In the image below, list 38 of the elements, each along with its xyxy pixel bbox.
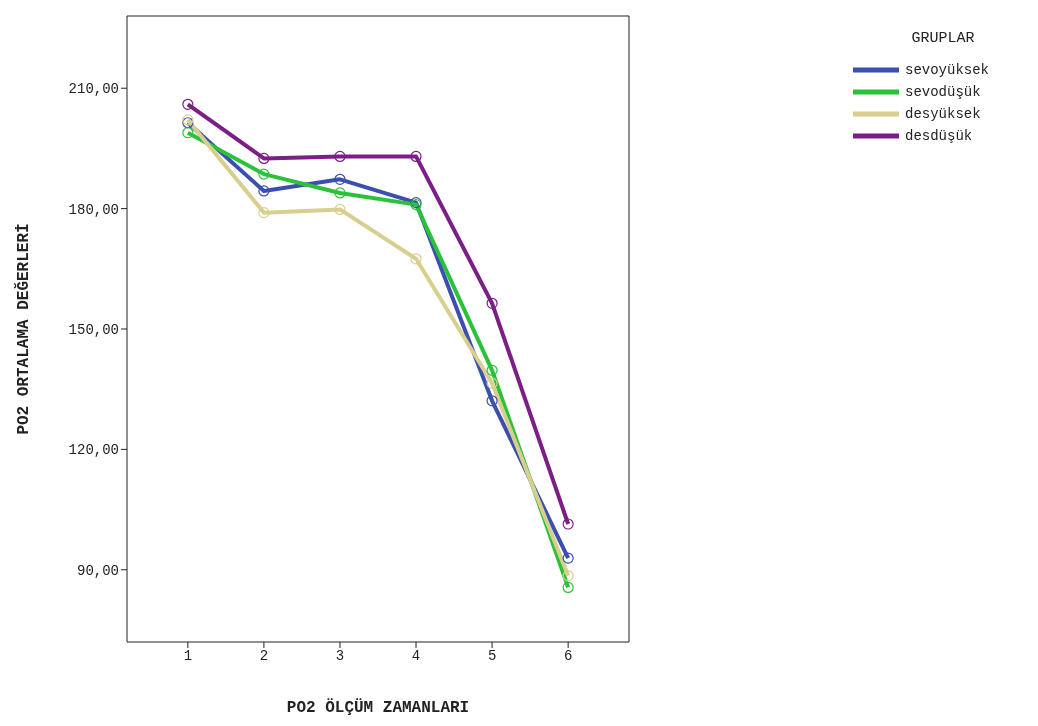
point	[182, 127, 194, 139]
point	[562, 581, 574, 594]
point	[334, 203, 346, 216]
y-tick-label: 120,00	[68, 442, 119, 459]
y-tick-label: 210,00	[68, 81, 119, 98]
point	[334, 187, 346, 199]
legend-label: desdüşük	[905, 128, 973, 144]
x-tick-label: 4	[411, 647, 421, 664]
y-tick-label: 90,00	[76, 562, 119, 579]
point	[486, 364, 498, 376]
point	[182, 98, 194, 110]
point	[486, 395, 498, 407]
point	[410, 253, 422, 265]
point	[258, 207, 270, 219]
y-axis-title: PO2 ORTALAMA DEĞERLERİ	[12, 223, 33, 435]
legend-label: sevodüşük	[905, 84, 981, 100]
x-tick-label: 6	[563, 647, 573, 664]
point	[258, 185, 270, 197]
x-tick-label: 2	[259, 647, 269, 664]
legend-label: desyüksek	[905, 106, 981, 122]
x-tick-label: 1	[183, 647, 193, 664]
legend-title: GRUPLAR	[910, 30, 976, 47]
point	[562, 570, 574, 582]
point	[334, 173, 346, 185]
y-tick-label: 180,00	[68, 201, 119, 218]
point	[562, 518, 574, 530]
legend-label: sevoyüksek	[905, 62, 990, 78]
x-axis-title: PO2 ÖLÇÜM ZAMANLARI	[286, 698, 470, 717]
point	[562, 552, 574, 564]
y-tick-label: 150,00	[68, 321, 119, 338]
point	[410, 150, 422, 163]
point	[486, 377, 498, 389]
point	[334, 150, 346, 163]
point	[258, 168, 270, 180]
x-tick-label: 3	[335, 647, 345, 664]
x-tick-label: 5	[487, 647, 497, 664]
point	[486, 297, 498, 309]
point	[258, 152, 270, 165]
